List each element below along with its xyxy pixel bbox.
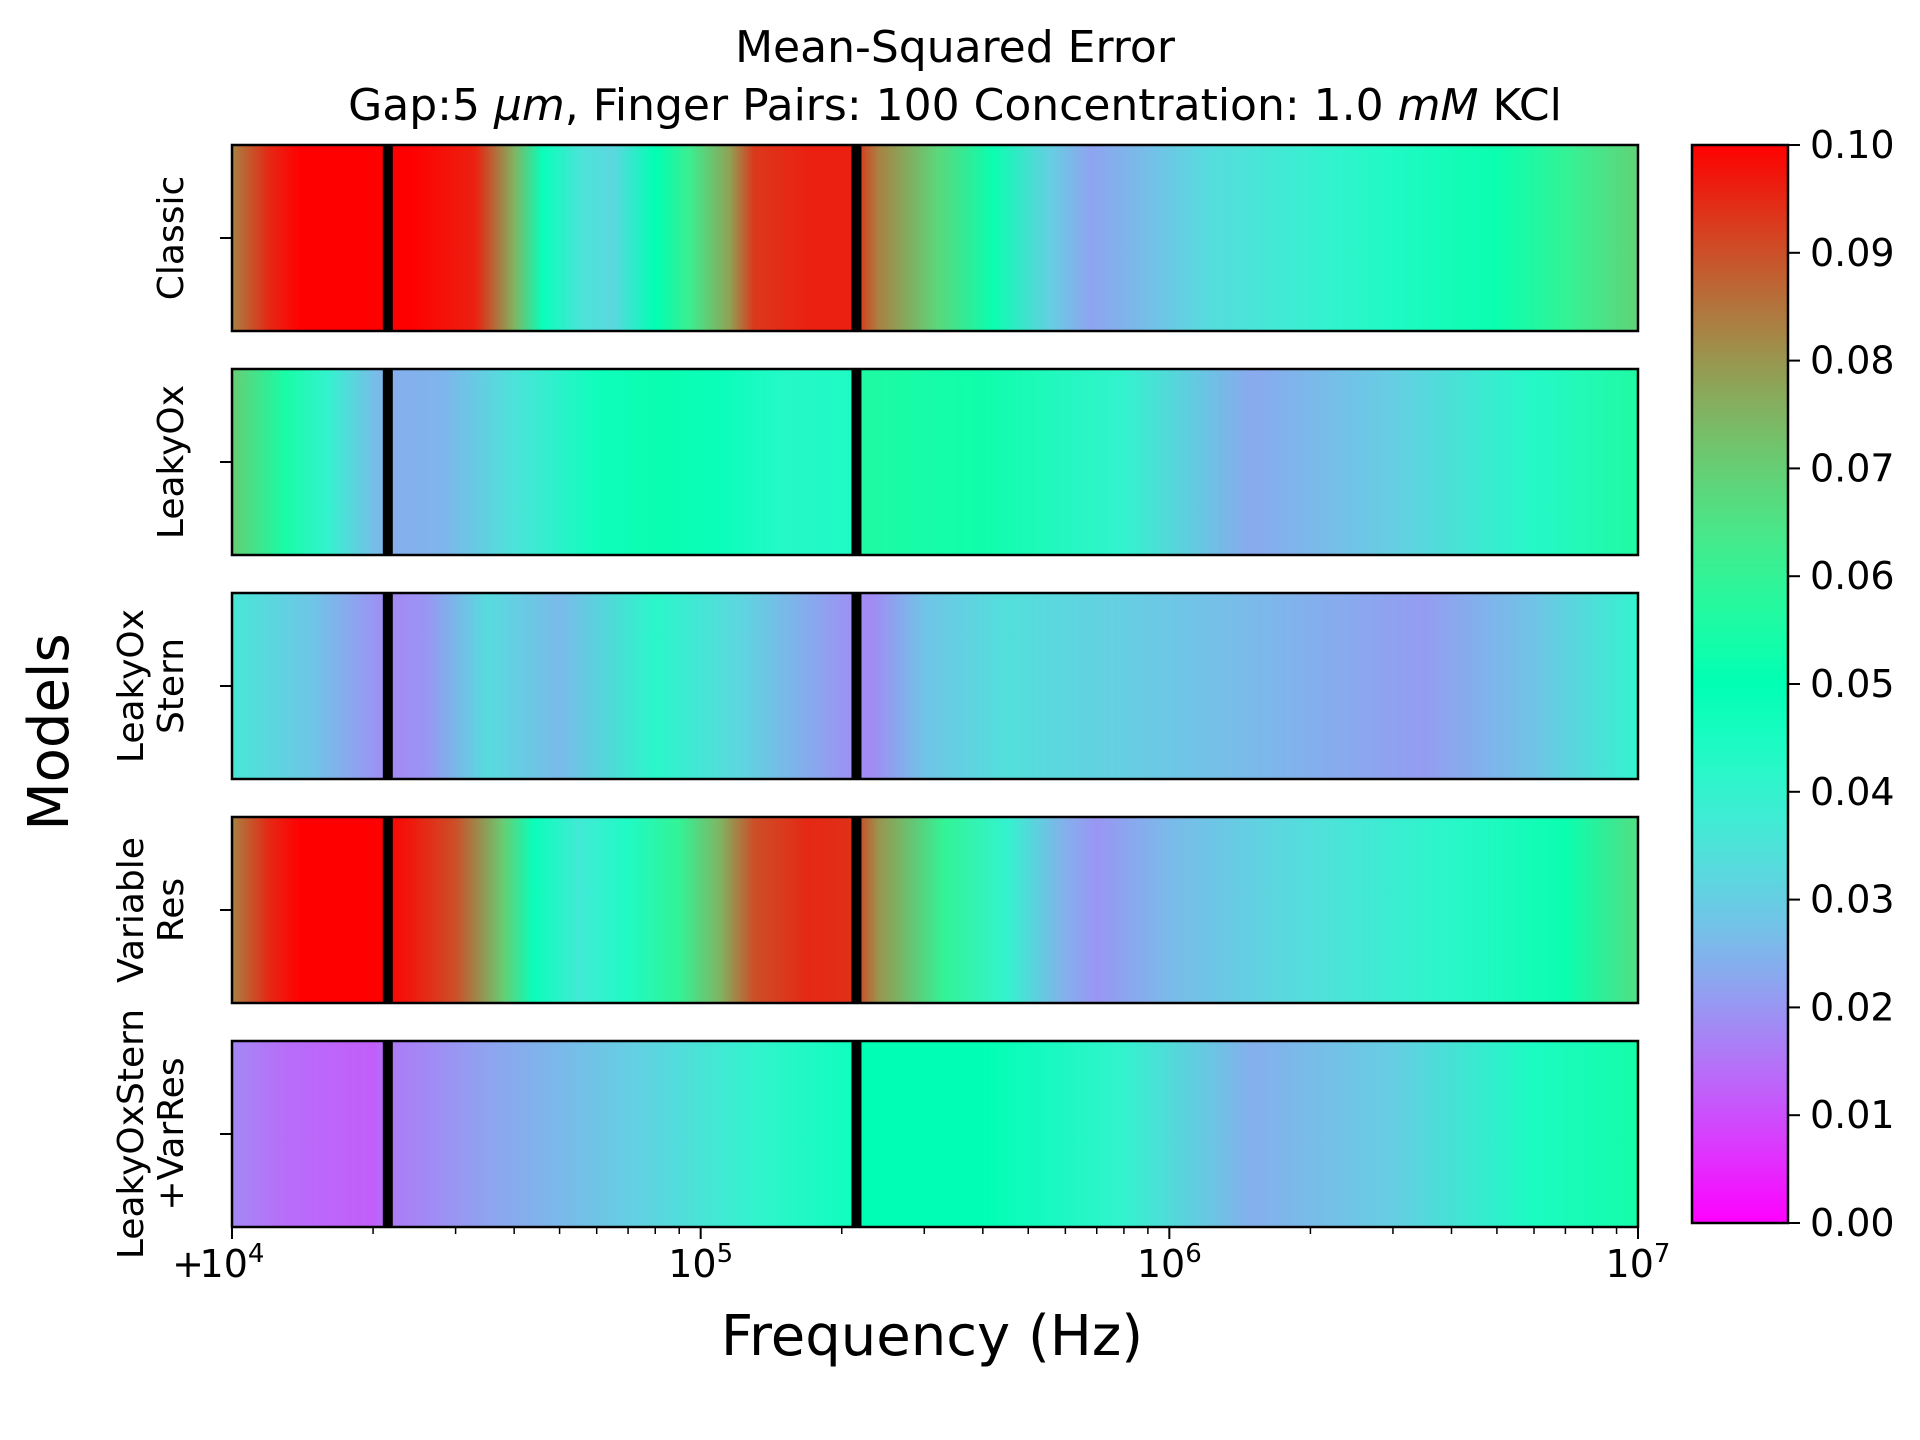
vertical-marker-line bbox=[851, 369, 862, 555]
colorbar-tick-label: 0.01 bbox=[1810, 1093, 1895, 1137]
chart-subtitle-part: Gap:5 bbox=[348, 80, 494, 131]
colorbar-tick-label: 0.10 bbox=[1810, 123, 1895, 167]
y-axis-label: Models bbox=[17, 633, 82, 830]
chart-subtitle-unit-gap: μm bbox=[493, 80, 565, 131]
heatmap-strip bbox=[232, 593, 1638, 779]
vertical-marker-line bbox=[851, 145, 862, 331]
model-label: Res bbox=[151, 878, 192, 942]
chart-subtitle-part: , Finger Pairs: 100 Concentration: 1.0 bbox=[565, 80, 1398, 131]
heatmap-strip bbox=[232, 145, 1638, 331]
colorbar-tick-label: 0.02 bbox=[1810, 985, 1895, 1029]
vertical-marker-line bbox=[382, 1041, 393, 1227]
model-label: LeakyOx bbox=[111, 609, 152, 763]
vertical-marker-line bbox=[382, 817, 393, 1003]
x-tick-label: 104 bbox=[200, 1239, 265, 1286]
vertical-marker-line bbox=[382, 593, 393, 779]
heatmap-strip bbox=[232, 369, 1638, 555]
colorbar-gradient bbox=[1690, 143, 1790, 1225]
model-row: LeakyOx bbox=[151, 367, 1640, 557]
chart-subtitle: Gap:5 μm, Finger Pairs: 100 Concentratio… bbox=[348, 80, 1562, 131]
model-label: Stern bbox=[151, 638, 192, 734]
model-label: LeakyOxStern bbox=[111, 1009, 152, 1259]
chart-subtitle-unit-concentration: mM bbox=[1398, 80, 1479, 131]
colorbar: 0.00 0.01 0.02 0.03 0.04 0.05 0.06 0.07 0.08 0.09… bbox=[1690, 123, 1895, 1245]
colorbar-tick-label: 0.06 bbox=[1810, 554, 1895, 598]
colorbar-tick-label: 0.03 bbox=[1810, 878, 1895, 922]
heatmap-strip bbox=[232, 817, 1638, 1003]
model-row: LeakyOxStern +VarRes bbox=[111, 1009, 1640, 1259]
x-tick-label: 106 bbox=[1137, 1239, 1202, 1286]
chart-subtitle-part: KCl bbox=[1478, 80, 1561, 131]
colorbar-tick-label: 0.09 bbox=[1810, 231, 1895, 275]
model-row: LeakyOx Stern bbox=[111, 591, 1640, 781]
vertical-marker-line bbox=[382, 369, 393, 555]
x-axis-label: Frequency (Hz) bbox=[721, 1304, 1143, 1369]
vertical-marker-line bbox=[851, 593, 862, 779]
colorbar-tick-label: 0.04 bbox=[1810, 770, 1895, 814]
model-row: Variable Res bbox=[111, 815, 1640, 1005]
model-row: Classic bbox=[151, 143, 1640, 333]
colorbar-tick-label: 0.07 bbox=[1810, 446, 1895, 490]
colorbar-tick-label: 0.08 bbox=[1810, 339, 1895, 383]
x-tick-prefix: + bbox=[172, 1242, 204, 1286]
heatmap-strip bbox=[232, 1041, 1638, 1227]
model-label: LeakyOx bbox=[151, 385, 192, 539]
model-label: Variable bbox=[111, 837, 152, 983]
vertical-marker-line bbox=[382, 145, 393, 331]
model-label: Classic bbox=[151, 176, 192, 301]
vertical-marker-line bbox=[851, 817, 862, 1003]
x-tick-label: 107 bbox=[1606, 1239, 1671, 1286]
colorbar-tick-label: 0.00 bbox=[1810, 1201, 1895, 1245]
colorbar-tick-label: 0.05 bbox=[1810, 662, 1895, 706]
vertical-marker-line bbox=[851, 1041, 862, 1227]
x-axis: 104+ 105 106 107 bbox=[172, 1227, 1670, 1286]
chart-title: Mean-Squared Error bbox=[735, 22, 1176, 73]
model-label: +VarRes bbox=[151, 1057, 192, 1210]
x-tick-label: 105 bbox=[668, 1239, 733, 1286]
